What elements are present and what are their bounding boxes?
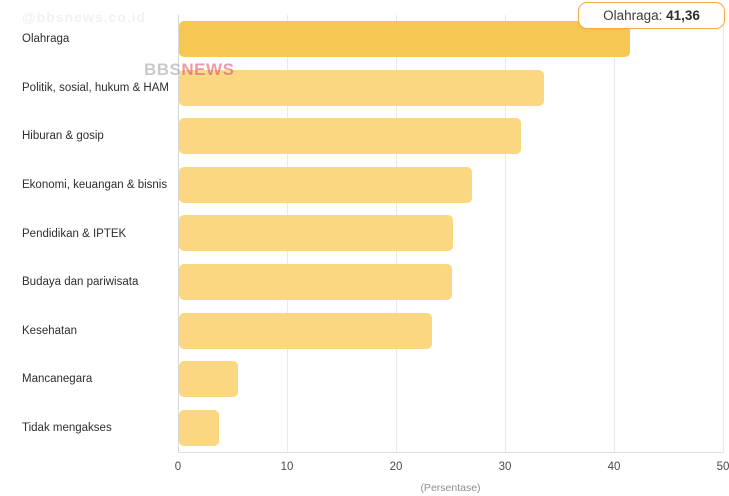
bar-row — [178, 15, 723, 64]
category-label: Ekonomi, keuangan & bisnis — [22, 178, 168, 191]
tooltip: Olahraga: 41,36 — [578, 2, 725, 29]
bar-olahraga[interactable] — [179, 21, 630, 58]
bar-row — [178, 209, 723, 258]
x-tick-label: 30 — [498, 461, 512, 473]
category-label: Kesehatan — [22, 324, 77, 337]
bar-tidak-mengakses[interactable] — [179, 409, 220, 446]
x-tick-label: 0 — [174, 461, 182, 473]
bar-row — [178, 161, 723, 210]
category-label: Budaya dan pariwisata — [22, 276, 139, 289]
logo-text-bbs: BBS — [144, 60, 182, 79]
plot-area — [178, 15, 724, 452]
x-tick-label: 40 — [607, 461, 621, 473]
category-label: Hiburan & gosip — [22, 130, 104, 143]
x-tick-label: 20 — [389, 461, 403, 473]
bar-budaya-dan-pariwisata[interactable] — [179, 264, 452, 301]
tooltip-value: 41,36 — [666, 8, 700, 23]
gridline — [723, 15, 724, 452]
tooltip-label: Olahraga: — [603, 8, 663, 23]
y-axis-line — [178, 15, 179, 452]
bar-hiburan-gosip[interactable] — [179, 118, 522, 155]
bar-row — [178, 306, 723, 355]
category-label: Mancanegara — [22, 373, 93, 386]
x-axis-line — [178, 452, 724, 453]
x-axis-title: (Persentase) — [420, 482, 481, 494]
bar-politik-sosial-hukum-ham[interactable] — [179, 69, 545, 106]
x-tick-label: 10 — [280, 461, 294, 473]
category-label: Politik, sosial, hukum & HAM — [22, 81, 169, 94]
bar-pendidikan-iptek[interactable] — [179, 215, 453, 252]
watermark-handle: @bbsnews.co.id — [22, 9, 147, 25]
gridline — [505, 15, 506, 452]
bar-row — [178, 355, 723, 404]
bar-row — [178, 258, 723, 307]
category-label: Tidak mengakses — [22, 421, 112, 434]
bar-row — [178, 112, 723, 161]
bbsnews-logo-watermark: BBSNEWS — [144, 60, 234, 80]
category-label: Pendidikan & IPTEK — [22, 227, 127, 240]
bar-row — [178, 64, 723, 113]
bar-row — [178, 403, 723, 452]
logo-text-news: NEWS — [181, 60, 235, 79]
bar-mancanegara[interactable] — [179, 361, 238, 398]
category-label: Olahraga — [22, 33, 70, 46]
bar-kesehatan[interactable] — [179, 312, 432, 349]
bar-ekonomi-keuangan-bisnis[interactable] — [179, 166, 473, 203]
x-tick-label: 50 — [716, 461, 729, 473]
gridline — [614, 15, 615, 452]
